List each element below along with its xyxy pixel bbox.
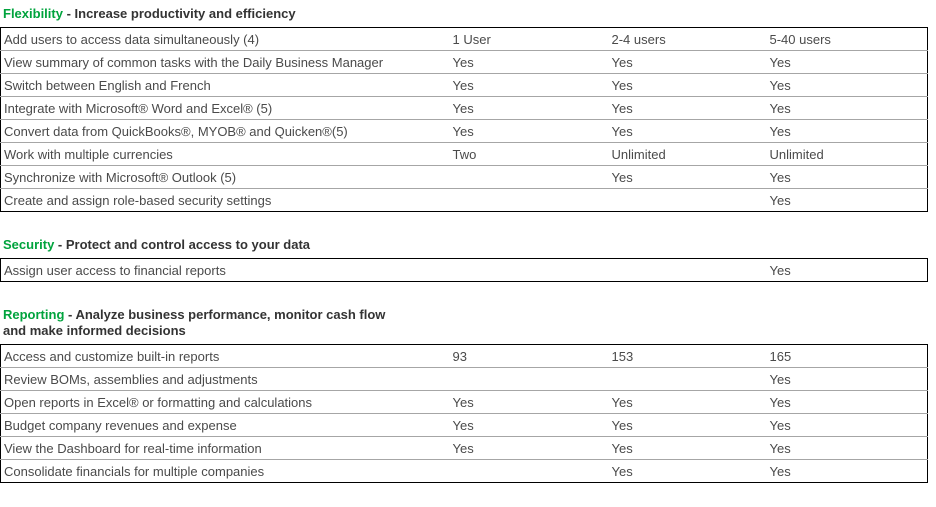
comparison-section-security: Security - Protect and control access to… [0,237,936,282]
value-cell: 2-4 users [611,31,666,47]
value-cell: Yes [450,390,610,414]
value-cell: Unlimited [609,142,768,166]
value-cell: Yes [767,165,928,189]
table-row: View summary of common tasks with the Da… [0,50,928,74]
value-cell: Yes [609,96,768,120]
value-cell: Yes [609,119,768,143]
value-cell [450,459,610,483]
section-heading: Reporting - Analyze business performance… [0,307,402,339]
value-cell [609,367,768,391]
section-title: Flexibility [3,6,63,21]
value-cell: 93 [452,348,467,364]
value-cell: Yes [767,436,928,460]
value-cell [609,188,768,212]
feature-cell: Synchronize with Microsoft® Outlook (5) [0,165,451,189]
value-cell: Yes [767,188,928,212]
table-row: Create and assign role-based security se… [0,188,928,212]
feature-comparison-page: Flexibility - Increase productivity and … [0,6,936,483]
table-row: Consolidate financials for multiple comp… [0,459,928,483]
value-cell: Yes [609,436,768,460]
value-cell: Yes [767,96,928,120]
comparison-section-flexibility: Flexibility - Increase productivity and … [0,6,936,212]
feature-cell: Add users to access data simultaneously … [4,31,260,47]
table-row: View the Dashboard for real-time informa… [0,436,928,460]
feature-cell: Assign user access to financial reports [4,262,226,278]
feature-cell: Integrate with Microsoft® Word and Excel… [0,96,451,120]
feature-cell: Budget company revenues and expense [0,413,451,437]
value-cell: Yes [767,50,928,74]
comparison-table-body: Assign user access to financial reports Y… [1,259,928,282]
value-cell: Yes [609,459,768,483]
value-cell: Yes [609,50,768,74]
value-cell: Yes [609,73,768,97]
value-cell: Yes [769,262,791,278]
value-cell [451,259,610,282]
comparison-table: Access and customize built-in reports 93 1… [0,344,928,483]
comparison-table: Add users to access data simultaneously … [0,27,928,212]
section-heading: Flexibility - Increase productivity and … [0,6,402,22]
feature-cell: Convert data from QuickBooks®, MYOB® and… [0,119,451,143]
table-row: Access and customize built-in reports 93 1… [1,345,928,368]
feature-cell: Access and customize built-in reports [4,348,220,364]
feature-cell: Work with multiple currencies [0,142,451,166]
feature-cell: View summary of common tasks with the Da… [0,50,451,74]
value-cell: 1 User [452,31,491,47]
value-cell [450,165,610,189]
comparison-table-body: Add users to access data simultaneously … [0,28,928,212]
value-cell: Yes [450,436,610,460]
value-cell: Yes [450,96,610,120]
table-row: Convert data from QuickBooks®, MYOB® and… [0,119,928,143]
comparison-table: Assign user access to financial reports Y… [0,258,928,282]
value-cell: Yes [767,119,928,143]
table-row: Synchronize with Microsoft® Outlook (5) Y… [0,165,928,189]
value-cell: Yes [767,73,928,97]
table-row: Switch between English and French Yes Yes Y… [0,73,928,97]
feature-cell: Switch between English and French [0,73,451,97]
value-cell: 5-40 users [769,31,831,47]
value-cell: Yes [450,73,610,97]
value-cell: Yes [767,390,928,414]
feature-cell: Create and assign role-based security se… [0,188,451,212]
value-cell: Yes [609,413,768,437]
value-cell: Two [450,142,610,166]
section-subtitle: - Protect and control access to your dat… [54,237,311,252]
feature-cell: View the Dashboard for real-time informa… [0,436,451,460]
feature-cell: Open reports in Excel® or formatting and… [0,390,451,414]
section-subtitle: - Increase productivity and efficiency [62,6,296,21]
value-cell: Yes [450,119,610,143]
value-cell: Yes [767,367,928,391]
value-cell: Yes [767,413,928,437]
feature-cell: Review BOMs, assemblies and adjustments [0,367,451,391]
table-row: Assign user access to financial reports Y… [1,259,928,282]
comparison-table-body: Access and customize built-in reports 93 1… [0,345,928,483]
section-title: Reporting [3,307,65,322]
table-row: Review BOMs, assemblies and adjustments Y… [0,367,928,391]
value-cell: Yes [609,165,768,189]
value-cell [610,259,768,282]
value-cell: Yes [450,413,610,437]
table-row: Integrate with Microsoft® Word and Excel… [0,96,928,120]
value-cell: Unlimited [767,142,928,166]
value-cell: Yes [609,390,768,414]
comparison-section-reporting: Reporting - Analyze business performance… [0,307,936,483]
value-cell [450,188,610,212]
value-cell: Yes [767,459,928,483]
table-row: Open reports in Excel® or formatting and… [0,390,928,414]
value-cell [450,367,610,391]
value-cell: 165 [769,348,792,364]
table-row: Budget company revenues and expense Yes Ye… [0,413,928,437]
table-row: Add users to access data simultaneously … [1,28,928,51]
section-heading: Security - Protect and control access to… [0,237,402,253]
value-cell: Yes [450,50,610,74]
feature-cell: Consolidate financials for multiple comp… [0,459,451,483]
section-subtitle: - Analyze business performance, monitor … [3,307,386,338]
value-cell: 153 [611,348,634,364]
table-row: Work with multiple currencies Two Unlimite… [0,142,928,166]
section-title: Security [3,237,55,252]
